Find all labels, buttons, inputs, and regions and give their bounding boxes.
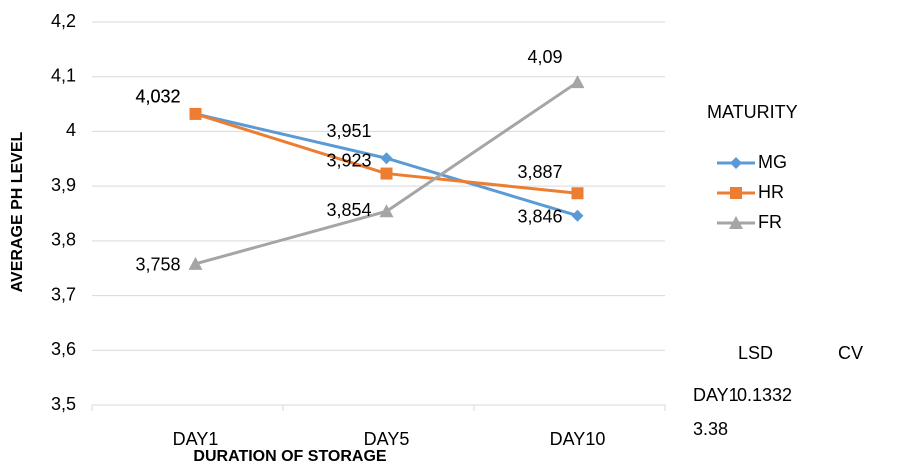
data-label: 3,758 [135,255,180,275]
y-tick-label: 4,1 [51,65,76,85]
marker [380,167,393,180]
marker [571,187,584,200]
legend-label: FR [758,212,782,232]
data-label: 4,09 [527,47,562,67]
annotation: 3.38 [693,419,728,439]
annotation: LSD [738,343,773,363]
y-tick-label: 3,6 [51,339,76,359]
y-axis-title: AVERAGE PH LEVEL [9,131,26,292]
marker [379,204,394,218]
marker [729,216,743,229]
y-tick-label: 3,7 [51,284,76,304]
legend-label: MG [758,152,787,172]
annotation: CV [838,343,863,363]
marker [571,209,584,222]
data-label: 4,032 [135,87,180,107]
data-label: 3,923 [326,150,371,170]
x-axis-title: DURATION OF STORAGE [193,448,387,465]
marker [380,152,393,165]
annotation: 0.1332 [737,385,792,405]
y-tick-label: 4,2 [51,11,76,31]
marker [730,187,742,199]
x-tick-label: DAY1 [173,429,219,449]
x-tick-label: DAY10 [550,429,606,449]
data-label: 3,846 [517,206,562,226]
data-label: 3,854 [326,200,371,220]
data-label: 4,032 [135,87,180,107]
y-tick-label: 3,9 [51,175,76,195]
legend-title: MATURITY [707,102,798,122]
x-tick-label: DAY5 [364,429,410,449]
y-tick-label: 4 [66,120,76,140]
marker [188,256,203,270]
data-label: 3,887 [517,162,562,182]
marker [730,157,742,169]
annotation: DAY1 [693,385,739,405]
legend-label: HR [758,182,784,202]
marker [570,75,585,89]
y-tick-label: 3,8 [51,230,76,250]
y-tick-label: 3,5 [51,394,76,414]
marker [189,107,202,120]
data-label: 3,951 [326,121,371,141]
